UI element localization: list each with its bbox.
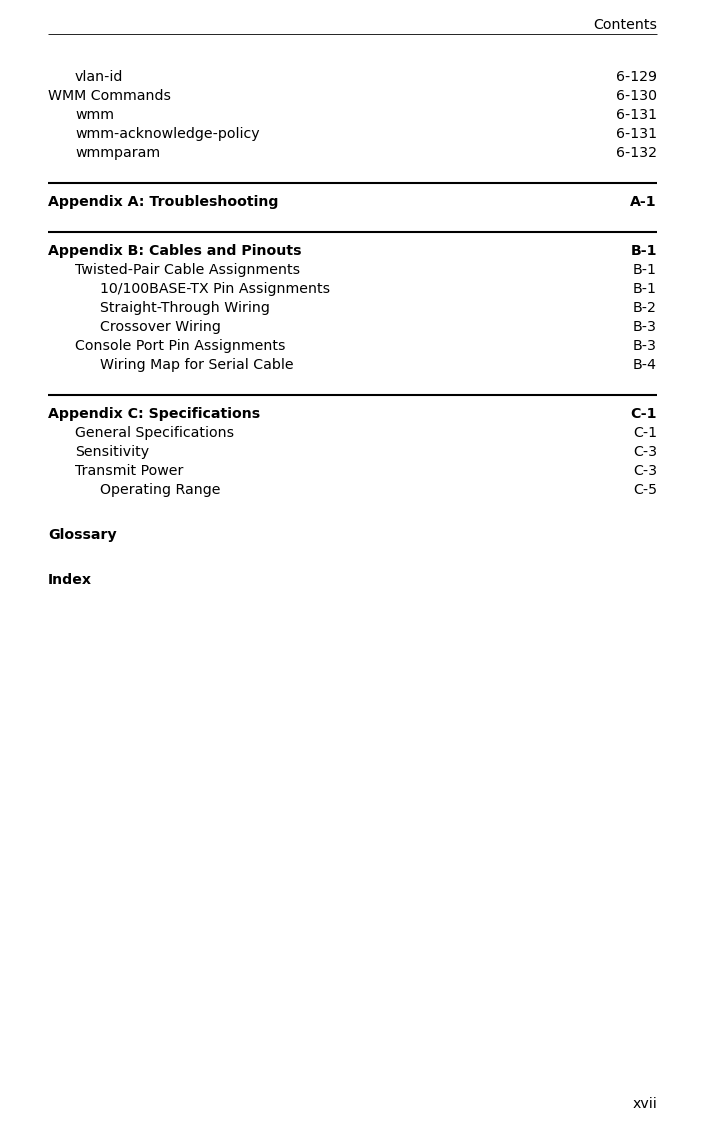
Text: C-3: C-3	[633, 445, 657, 460]
Text: vlan-id: vlan-id	[75, 70, 123, 84]
Text: Straight-Through Wiring: Straight-Through Wiring	[100, 301, 270, 315]
Text: A-1: A-1	[630, 195, 657, 209]
Text: 6-130: 6-130	[616, 89, 657, 103]
Text: Contents: Contents	[593, 18, 657, 32]
Text: Index: Index	[48, 574, 92, 587]
Text: Transmit Power: Transmit Power	[75, 464, 183, 478]
Text: wmm-acknowledge-policy: wmm-acknowledge-policy	[75, 126, 259, 141]
Text: Glossary: Glossary	[48, 528, 117, 542]
Text: wmmparam: wmmparam	[75, 146, 160, 160]
Text: C-1: C-1	[633, 426, 657, 440]
Text: WMM Commands: WMM Commands	[48, 89, 171, 103]
Text: Operating Range: Operating Range	[100, 483, 221, 497]
Text: C-3: C-3	[633, 464, 657, 478]
Text: C-5: C-5	[633, 483, 657, 497]
Text: B-4: B-4	[633, 358, 657, 371]
Text: Twisted-Pair Cable Assignments: Twisted-Pair Cable Assignments	[75, 263, 300, 277]
Text: 6-129: 6-129	[616, 70, 657, 84]
Text: xvii: xvii	[632, 1097, 657, 1111]
Text: B-1: B-1	[633, 263, 657, 277]
Text: Appendix A: Troubleshooting: Appendix A: Troubleshooting	[48, 195, 278, 209]
Text: Crossover Wiring: Crossover Wiring	[100, 320, 221, 334]
Text: 6-131: 6-131	[616, 126, 657, 141]
Text: Sensitivity: Sensitivity	[75, 445, 149, 460]
Text: wmm: wmm	[75, 108, 114, 122]
Text: B-1: B-1	[630, 244, 657, 259]
Text: General Specifications: General Specifications	[75, 426, 234, 440]
Text: 6-132: 6-132	[616, 146, 657, 160]
Text: Appendix B: Cables and Pinouts: Appendix B: Cables and Pinouts	[48, 244, 302, 259]
Text: B-1: B-1	[633, 282, 657, 296]
Text: B-3: B-3	[633, 339, 657, 353]
Text: B-2: B-2	[633, 301, 657, 315]
Text: 10/100BASE-TX Pin Assignments: 10/100BASE-TX Pin Assignments	[100, 282, 330, 296]
Text: 6-131: 6-131	[616, 108, 657, 122]
Text: Wiring Map for Serial Cable: Wiring Map for Serial Cable	[100, 358, 293, 371]
Text: B-3: B-3	[633, 320, 657, 334]
Text: C-1: C-1	[630, 406, 657, 421]
Text: Console Port Pin Assignments: Console Port Pin Assignments	[75, 339, 286, 353]
Text: Appendix C: Specifications: Appendix C: Specifications	[48, 406, 260, 421]
